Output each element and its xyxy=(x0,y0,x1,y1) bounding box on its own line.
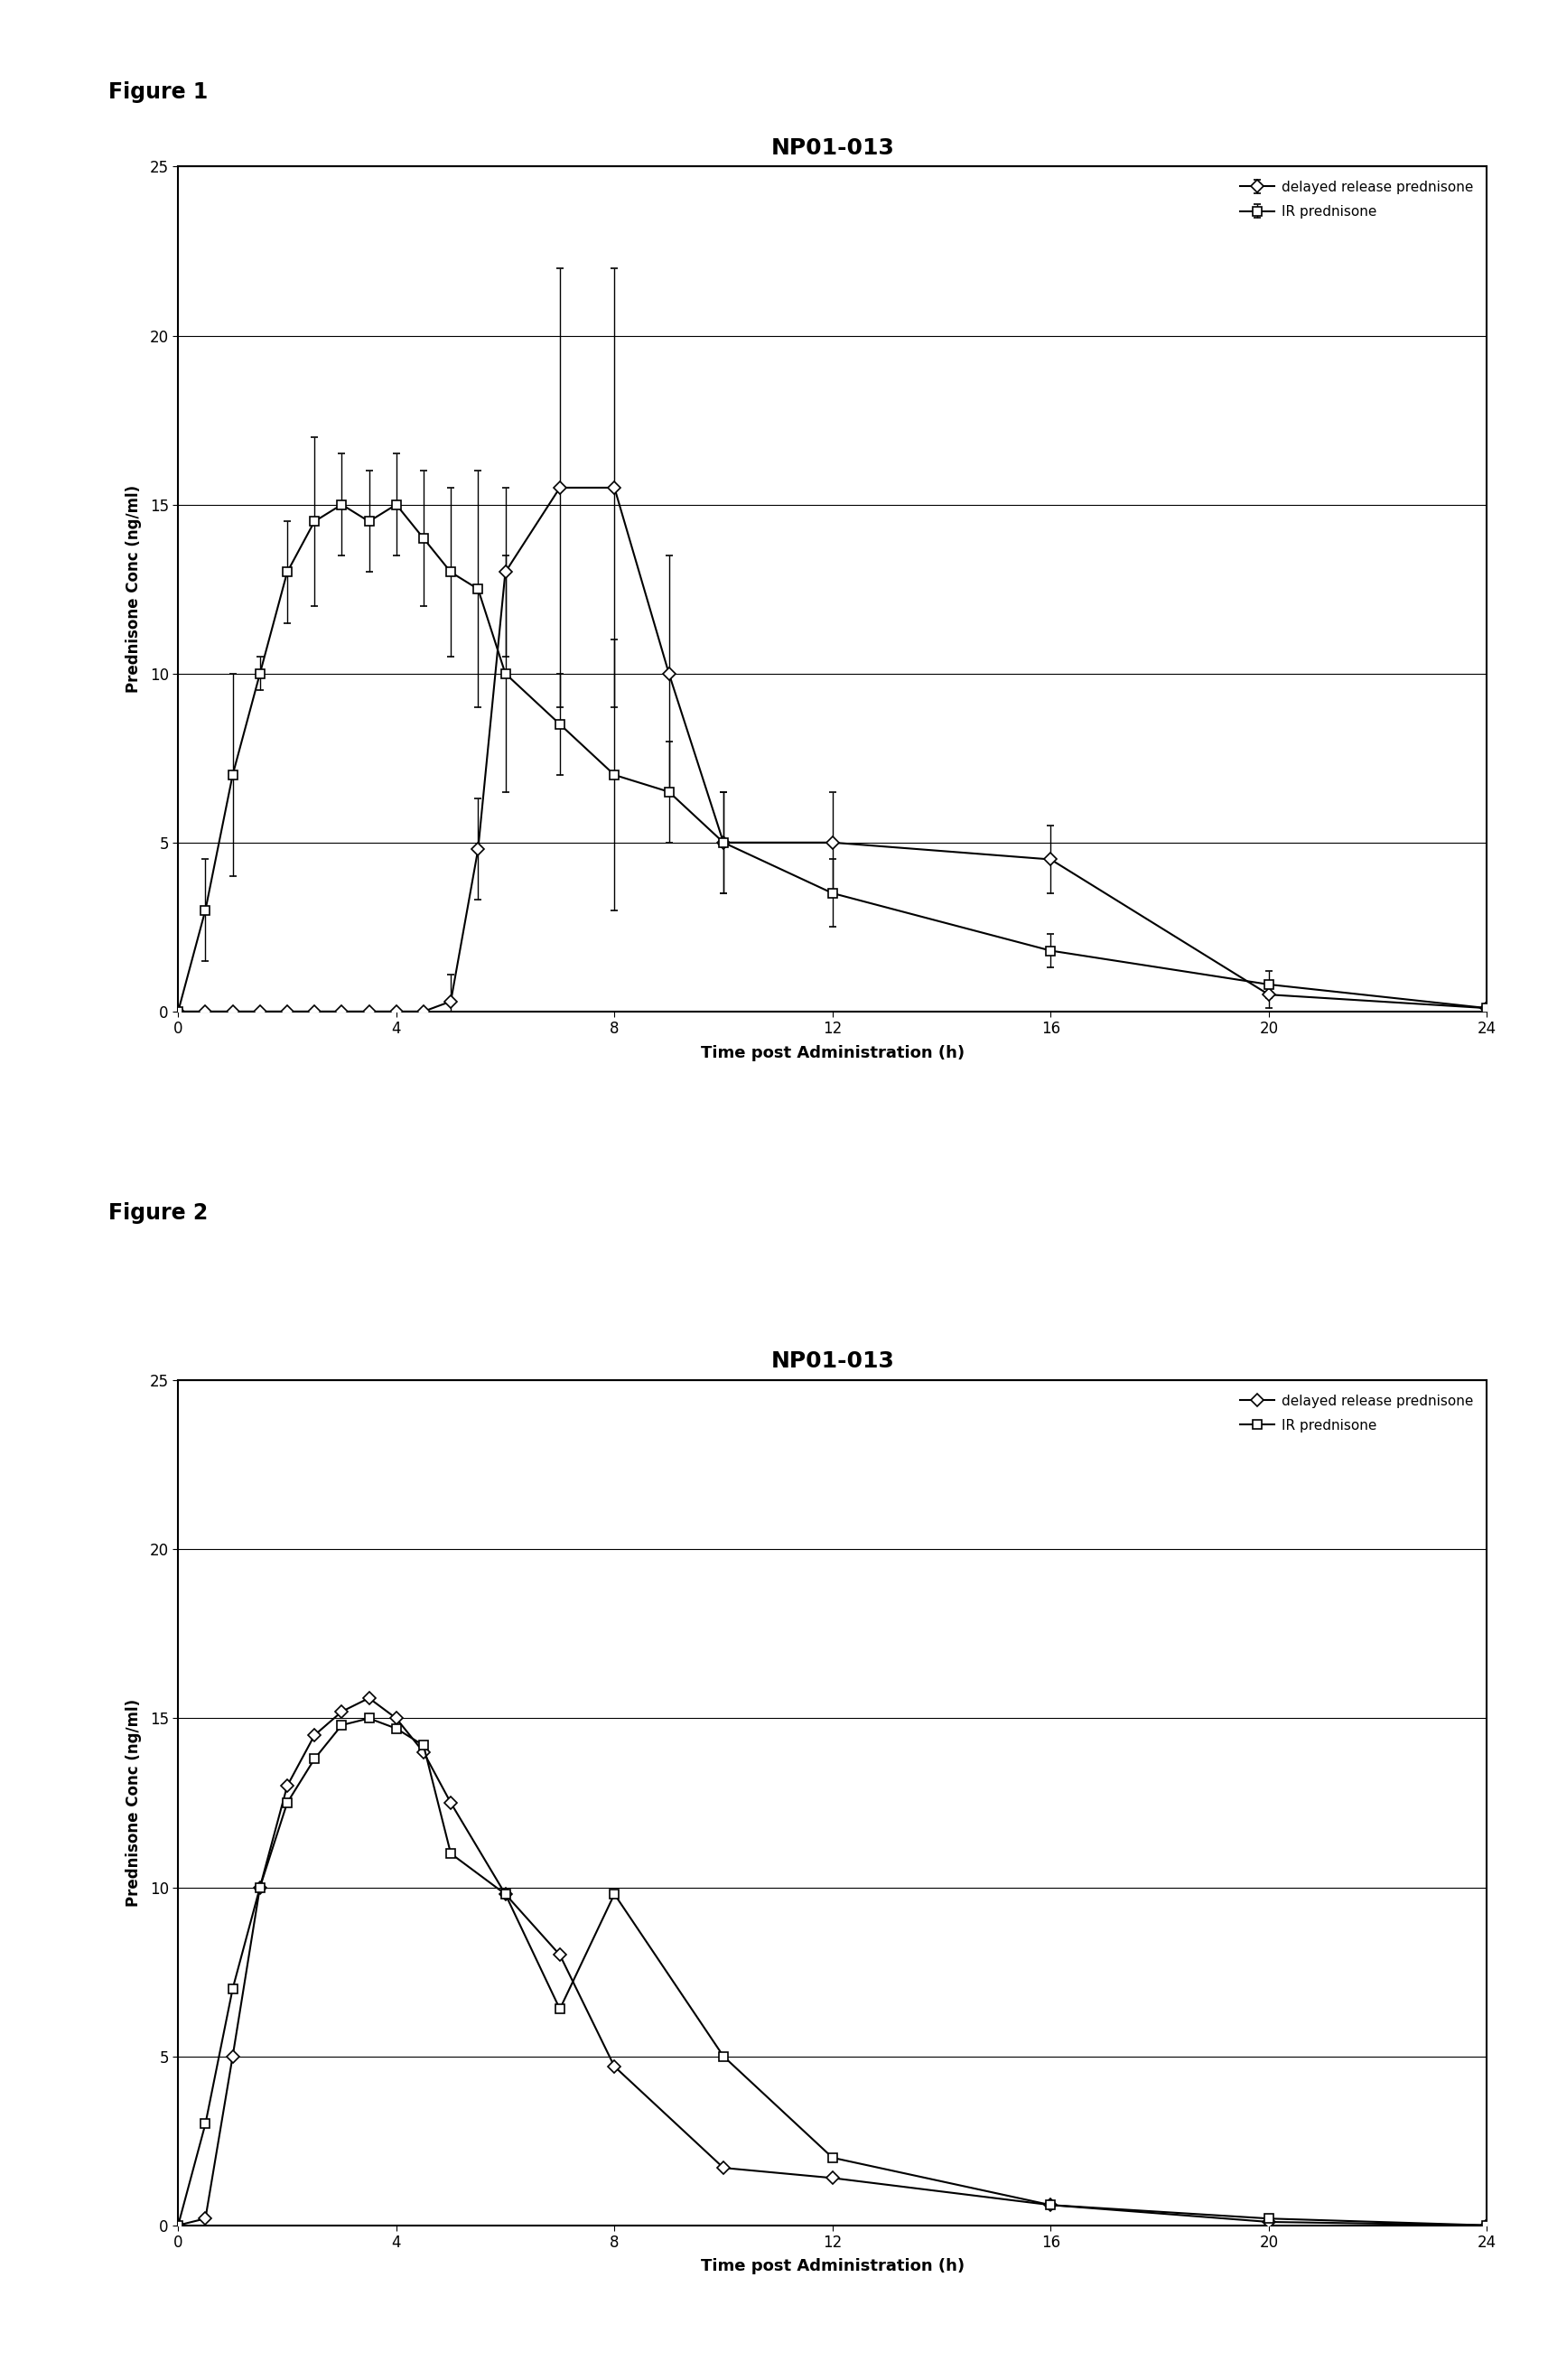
delayed release prednisone xyxy=(223,2042,241,2071)
IR prednisone xyxy=(1477,2211,1495,2240)
IR prednisone xyxy=(413,1730,432,1759)
delayed release prednisone xyxy=(495,1880,514,1909)
Y-axis label: Prednisone Conc (ng/ml): Prednisone Conc (ng/ml) xyxy=(125,1699,142,1906)
Title: NP01-013: NP01-013 xyxy=(771,138,893,159)
IR prednisone xyxy=(1040,2190,1059,2218)
IR prednisone xyxy=(197,2109,215,2137)
delayed release prednisone xyxy=(550,1940,568,1968)
IR prednisone xyxy=(251,1873,269,1902)
Title: NP01-013: NP01-013 xyxy=(771,1352,893,1373)
Legend: delayed release prednisone, IR prednisone: delayed release prednisone, IR prednison… xyxy=(1232,174,1480,226)
IR prednisone xyxy=(387,1714,406,1742)
delayed release prednisone xyxy=(251,1873,269,1902)
IR prednisone xyxy=(1259,2204,1277,2232)
Legend: delayed release prednisone, IR prednisone: delayed release prednisone, IR prednison… xyxy=(1232,1388,1480,1440)
Text: Figure 1: Figure 1 xyxy=(108,81,207,102)
delayed release prednisone xyxy=(824,2163,842,2192)
delayed release prednisone xyxy=(169,2211,187,2240)
Line: delayed release prednisone: delayed release prednisone xyxy=(173,1695,1491,2230)
IR prednisone xyxy=(495,1880,514,1909)
IR prednisone xyxy=(277,1790,296,1818)
delayed release prednisone xyxy=(305,1721,324,1749)
delayed release prednisone xyxy=(441,1790,460,1818)
IR prednisone xyxy=(550,1994,568,2023)
IR prednisone xyxy=(169,2211,187,2240)
Line: IR prednisone: IR prednisone xyxy=(173,1714,1491,2230)
Text: Figure 2: Figure 2 xyxy=(108,1202,207,1223)
X-axis label: Time post Administration (h): Time post Administration (h) xyxy=(700,2259,964,2275)
IR prednisone xyxy=(305,1745,324,1773)
delayed release prednisone xyxy=(197,2204,215,2232)
IR prednisone xyxy=(441,1840,460,1868)
delayed release prednisone xyxy=(413,1737,432,1766)
delayed release prednisone xyxy=(605,2052,624,2080)
IR prednisone xyxy=(333,1711,351,1740)
X-axis label: Time post Administration (h): Time post Administration (h) xyxy=(700,1045,964,1061)
IR prednisone xyxy=(605,1880,624,1909)
delayed release prednisone xyxy=(1477,2211,1495,2240)
delayed release prednisone xyxy=(359,1683,378,1711)
Y-axis label: Prednisone Conc (ng/ml): Prednisone Conc (ng/ml) xyxy=(125,486,142,693)
delayed release prednisone xyxy=(387,1704,406,1733)
IR prednisone xyxy=(714,2042,732,2071)
IR prednisone xyxy=(359,1704,378,1733)
delayed release prednisone xyxy=(1040,2190,1059,2218)
delayed release prednisone xyxy=(277,1771,296,1799)
delayed release prednisone xyxy=(333,1697,351,1726)
IR prednisone xyxy=(824,2144,842,2173)
IR prednisone xyxy=(223,1975,241,2004)
delayed release prednisone xyxy=(714,2154,732,2182)
delayed release prednisone xyxy=(1259,2209,1277,2237)
